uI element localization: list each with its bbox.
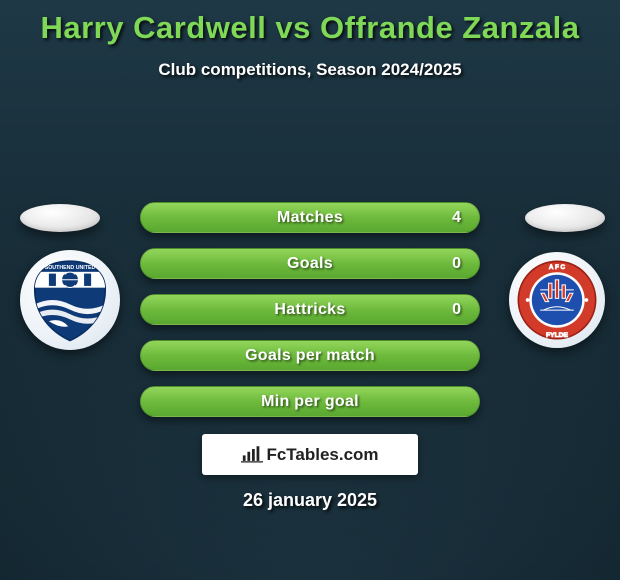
stat-row-matches: Matches 4 (140, 202, 480, 233)
stat-label: Goals (287, 255, 333, 273)
snapshot-date: 26 january 2025 (0, 490, 620, 511)
stat-row-goals-per-match: Goals per match (140, 340, 480, 371)
svg-text:SOUTHEND UNITED: SOUTHEND UNITED (45, 265, 96, 271)
stat-label: Matches (277, 209, 343, 227)
stat-value: 4 (452, 209, 461, 227)
branding-text: FcTables.com (266, 445, 378, 465)
stat-row-goals: Goals 0 (140, 248, 480, 279)
player2-club-badge: A F C FYLDE (509, 252, 605, 348)
stat-value: 0 (452, 301, 461, 319)
afc-fylde-crest-icon: A F C FYLDE (515, 258, 599, 342)
svg-text:A F C: A F C (549, 264, 566, 271)
player2-avatar-placeholder (525, 204, 605, 232)
svg-text:FYLDE: FYLDE (546, 332, 569, 339)
stat-label: Hattricks (274, 301, 345, 319)
player1-club-badge: SOUTHEND UNITED (20, 250, 120, 350)
page-title: Harry Cardwell vs Offrande Zanzala (0, 0, 620, 46)
branding-box[interactable]: FcTables.com (202, 434, 418, 475)
stat-value: 0 (452, 255, 461, 273)
southend-united-crest-icon: SOUTHEND UNITED (26, 256, 114, 344)
stat-row-hattricks: Hattricks 0 (140, 294, 480, 325)
stat-row-min-per-goal: Min per goal (140, 386, 480, 417)
bars-chart-icon (241, 446, 263, 463)
stat-label: Min per goal (261, 393, 359, 411)
page-subtitle: Club competitions, Season 2024/2025 (0, 60, 620, 80)
player1-avatar-placeholder (20, 204, 100, 232)
stat-label: Goals per match (245, 347, 375, 365)
